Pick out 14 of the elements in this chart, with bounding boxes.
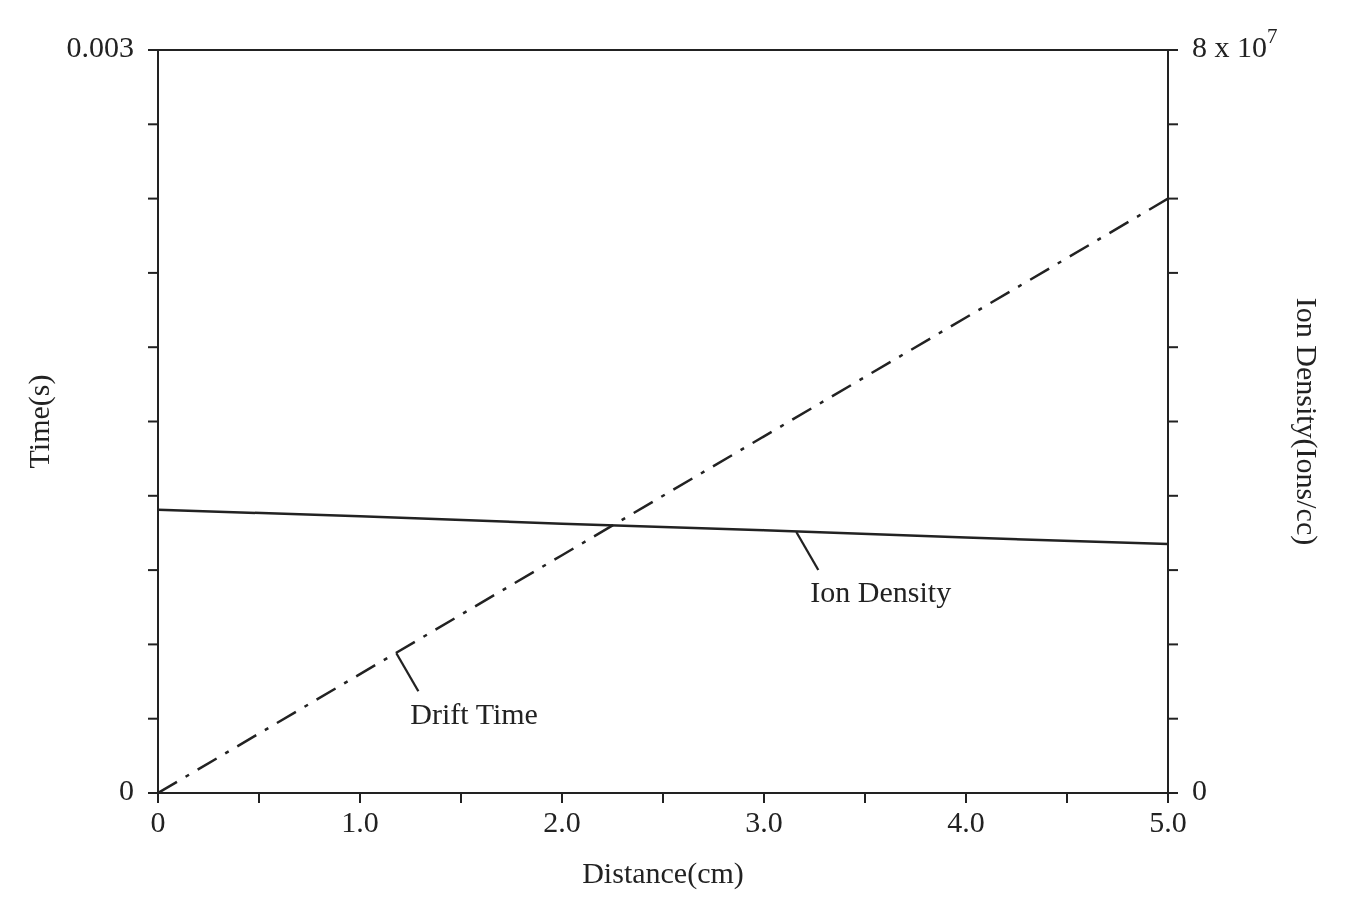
y2-axis-title: Ion Density(Ions/cc) [1290, 297, 1325, 546]
annotation: Ion Density [810, 575, 952, 609]
y2-tick-label: 8 x 10$^{7}$ [1192, 23, 1278, 63]
x-tick-label: 5.0 [1149, 804, 1187, 838]
x-tick-label: 1.0 [341, 804, 379, 838]
annotation: Drift Time [410, 696, 538, 730]
y-tick-label: 0.003 [66, 29, 134, 63]
x-axis-title: Distance(cm) [582, 856, 744, 890]
y2-tick-label: 0 [1192, 772, 1207, 806]
x-tick-label: 4.0 [947, 804, 985, 838]
x-tick-label: 2.0 [543, 804, 581, 838]
y-axis-title: Time(s) [21, 374, 56, 469]
x-tick-label: 3.0 [745, 804, 783, 838]
x-tick-label: 0 [150, 804, 166, 838]
